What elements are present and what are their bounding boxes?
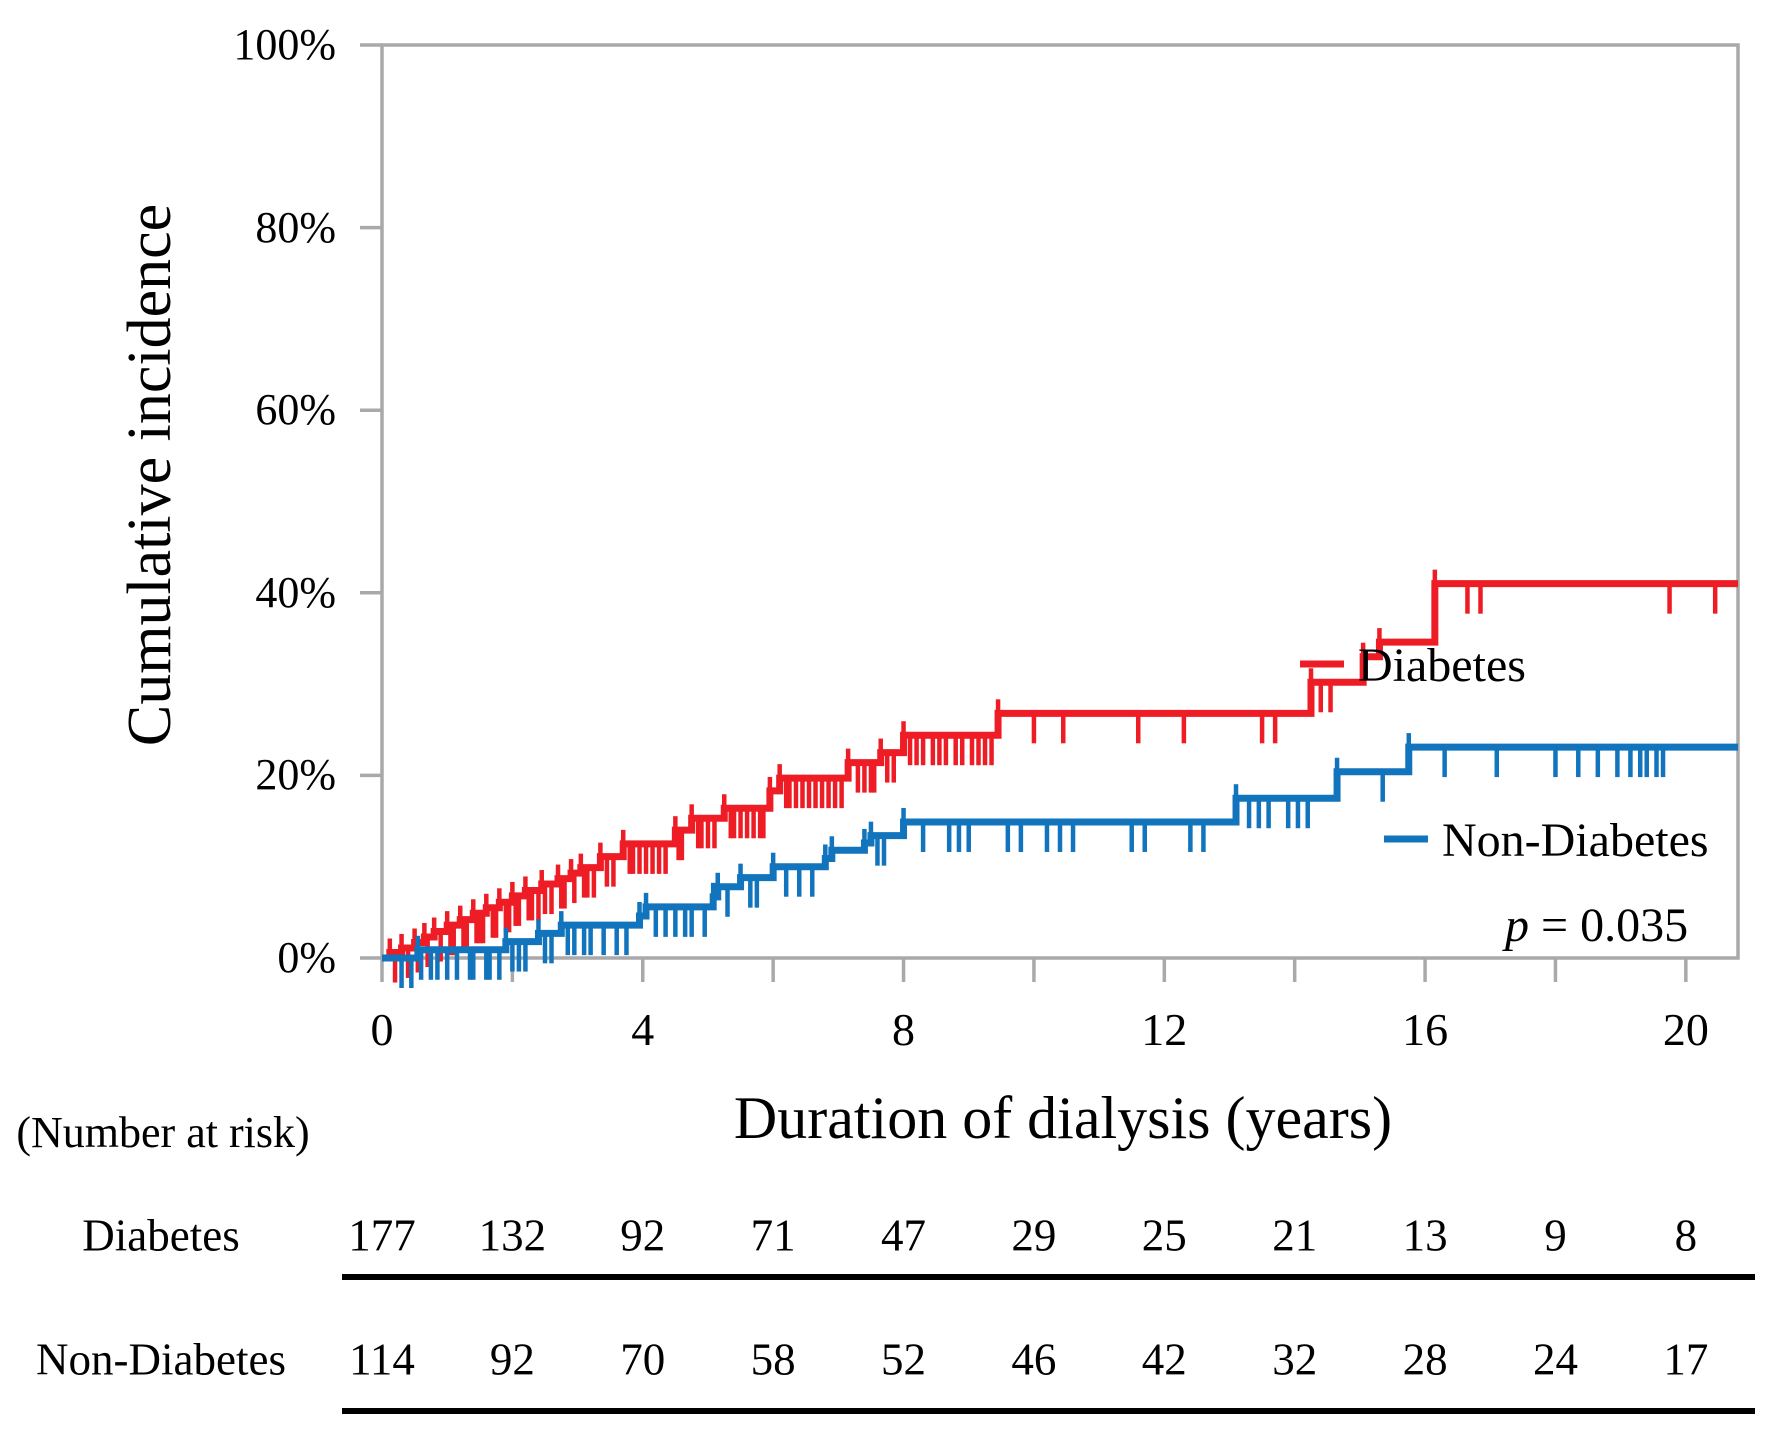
y-tick-label: 100%	[233, 20, 336, 69]
x-tick-label: 12	[1141, 1004, 1188, 1055]
x-tick-label: 4	[631, 1004, 655, 1055]
x-tick-label: 0	[370, 1004, 394, 1055]
risk-count-diabetes-y16: 13	[1402, 1210, 1448, 1261]
risk-count-diabetes-y4: 92	[620, 1210, 666, 1261]
plot-frame	[380, 43, 1740, 960]
risk-count-non-diabetes-y20: 17	[1663, 1334, 1709, 1385]
risk-count-non-diabetes-y2: 92	[489, 1334, 535, 1385]
risk-count-diabetes-y0: 177	[348, 1210, 416, 1261]
risk-count-non-diabetes-y18: 24	[1532, 1334, 1578, 1385]
y-tick-label: 20%	[255, 750, 336, 800]
risk-count-diabetes-y10: 29	[1011, 1210, 1057, 1261]
legend-label-diabetes: Diabetes	[1358, 639, 1526, 692]
risk-count-non-diabetes-y0: 114	[349, 1334, 415, 1385]
risk-count-diabetes-y2: 132	[478, 1210, 547, 1261]
risk-row-label-non-diabetes: Non-Diabetes	[36, 1334, 286, 1385]
legend-label-non-diabetes: Non-Diabetes	[1442, 814, 1709, 867]
risk-row-label-diabetes: Diabetes	[82, 1210, 240, 1261]
risk-count-diabetes-y14: 21	[1272, 1210, 1318, 1261]
risk-count-diabetes-y18: 9	[1544, 1210, 1567, 1261]
risk-count-non-diabetes-y14: 32	[1272, 1334, 1318, 1385]
p-number: = 0.035	[1541, 899, 1689, 952]
x-tick-label: 16	[1402, 1004, 1449, 1055]
y-tick-label: 80%	[255, 202, 336, 252]
risk-count-non-diabetes-y12: 42	[1141, 1334, 1187, 1385]
risk-count-diabetes-y20: 8	[1674, 1210, 1698, 1261]
y-tick-label: 40%	[255, 567, 336, 617]
x-tick-label: 20	[1662, 1004, 1709, 1055]
x-axis-title: Duration of dialysis (years)	[733, 1085, 1393, 1151]
risk-count-diabetes-y6: 71	[750, 1210, 796, 1261]
risk-count-diabetes-y8: 47	[881, 1210, 927, 1261]
risk-count-diabetes-y12: 25	[1141, 1210, 1187, 1261]
y-tick-label: 60%	[255, 385, 336, 435]
x-tick-label: 8	[892, 1004, 916, 1055]
y-axis-title: Cumulative incidence	[116, 203, 184, 747]
p-value: p = 0.035	[1505, 902, 1688, 950]
p-symbol: p	[1505, 899, 1529, 952]
risk-count-non-diabetes-y8: 52	[881, 1334, 927, 1385]
risk-count-non-diabetes-y6: 58	[750, 1334, 796, 1385]
risk-table-heading: (Number at risk)	[16, 1108, 310, 1157]
risk-count-non-diabetes-y10: 46	[1011, 1334, 1057, 1385]
y-tick-label: 0%	[277, 933, 336, 982]
risk-count-non-diabetes-y4: 70	[620, 1334, 666, 1385]
risk-count-non-diabetes-y16: 28	[1402, 1334, 1448, 1385]
